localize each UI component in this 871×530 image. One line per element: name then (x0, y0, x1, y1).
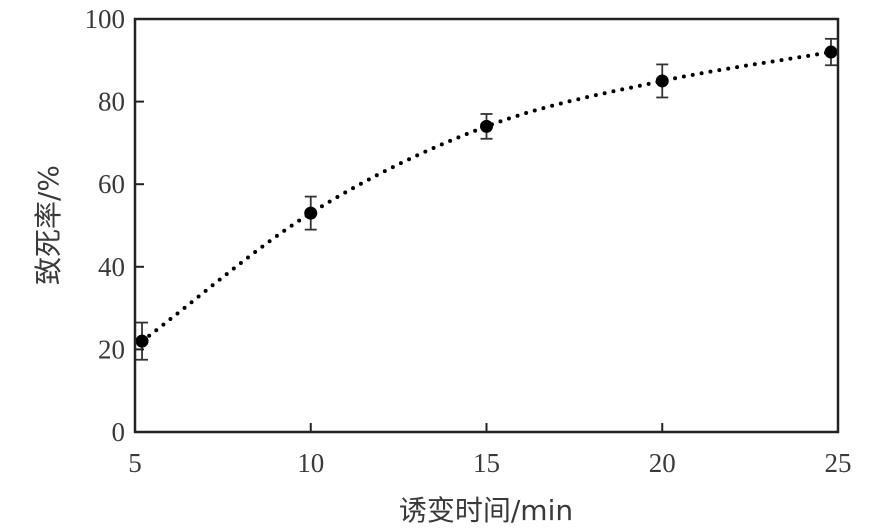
x-tick-label: 20 (649, 448, 676, 478)
y-axis: 0 20 40 60 80 100 (85, 4, 144, 447)
trend-line (140, 50, 833, 344)
point-layer (135, 45, 838, 348)
data-point (480, 119, 493, 133)
y-tick-label: 60 (98, 169, 125, 199)
data-point (304, 206, 318, 220)
trend-layer (140, 50, 833, 344)
y-tick-label: 100 (85, 4, 126, 34)
errorbar-layer (136, 37, 837, 361)
x-tick-label: 25 (825, 448, 852, 478)
x-axis-title: 诱变时间/min (399, 494, 573, 527)
y-tick-label: 20 (98, 334, 125, 364)
plot-area-frame (133, 17, 840, 434)
data-point (655, 74, 669, 88)
y-tick-label: 0 (112, 417, 126, 447)
x-tick-label: 10 (297, 448, 324, 478)
x-tick-label: 15 (473, 448, 500, 478)
x-axis: 5 10 15 20 25 (128, 423, 852, 478)
y-tick-label: 40 (98, 252, 125, 282)
y-axis-title: 致死率/% (32, 165, 65, 285)
data-point (135, 334, 149, 348)
x-tick-label: 5 (128, 448, 142, 478)
y-tick-label: 80 (98, 87, 125, 117)
data-point (824, 45, 838, 59)
